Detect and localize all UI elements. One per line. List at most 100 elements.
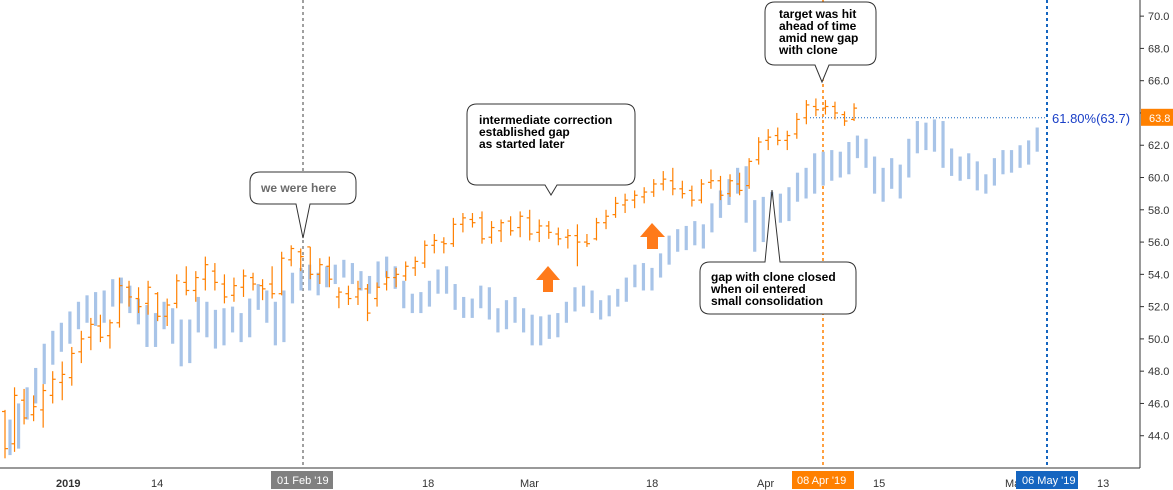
main-ohlc-bar	[316, 258, 323, 285]
main-ohlc-bar	[97, 314, 104, 343]
callout-text: gap with clone closed	[711, 270, 836, 284]
callout-bubble	[699, 189, 857, 315]
main-ohlc-bar	[698, 179, 705, 204]
main-ohlc-bar	[727, 174, 734, 197]
callout-bubble	[249, 171, 357, 239]
main-ohlc-bar	[641, 187, 648, 204]
fib-level-label: 61.80%(63.7)	[1052, 111, 1130, 126]
main-ohlc-bar	[574, 224, 581, 267]
y-tick-label: 58.0	[1148, 205, 1169, 217]
main-ohlc-bar	[173, 274, 180, 309]
y-tick-label: 54.0	[1148, 269, 1169, 281]
main-ohlc-bar	[192, 271, 199, 302]
main-ohlc-bar	[755, 137, 762, 165]
main-ohlc-bar	[383, 271, 390, 291]
main-ohlc-bar	[688, 185, 695, 207]
callout-text: established gap	[479, 125, 570, 139]
y-axis-ticks: 44.0 46.0 48.0 50.0 52.0 54.0 56.0 58.0 60.0 62.0…	[1140, 11, 1169, 443]
main-ohlc-bar	[288, 245, 295, 267]
main-ohlc-bar	[459, 213, 466, 233]
main-ohlc-bar	[145, 280, 152, 315]
main-ohlc-bar	[78, 330, 85, 364]
main-ohlc-bar	[536, 219, 543, 243]
main-ohlc-bar	[450, 217, 457, 247]
main-ohlc-bar	[221, 274, 228, 304]
main-ohlc-bar	[831, 101, 838, 120]
main-ohlc-bar	[297, 248, 304, 272]
main-ohlc-bar	[841, 111, 848, 126]
y-tick-label: 46.0	[1148, 398, 1169, 410]
main-ohlc-bar	[851, 103, 858, 122]
main-ohlc-bar	[679, 180, 686, 199]
main-ohlc-bar	[2, 409, 8, 459]
callout-intermediate: intermediate correction established gap …	[466, 103, 636, 196]
x-label-15: 15	[873, 478, 885, 490]
main-ohlc-bar	[211, 263, 218, 291]
main-ohlc-bar	[822, 100, 829, 115]
main-ohlc-bar	[603, 209, 610, 230]
x-label-18-feb: 18	[422, 478, 434, 490]
x-label-13: 13	[1097, 478, 1109, 490]
last-price-tag-text: 63.8	[1149, 113, 1170, 125]
callout-text: with clone	[778, 43, 838, 57]
main-ohlc-bar	[774, 127, 781, 146]
callout-target: target was hit ahead of time amid new ga…	[764, 1, 877, 84]
main-ohlc-bar	[393, 267, 400, 288]
main-ohlc-bar	[354, 280, 361, 306]
main-ohlc-bar	[660, 171, 667, 191]
main-ohlc-bar	[183, 266, 190, 296]
x-label-apr: Apr	[757, 478, 774, 490]
y-tick-label: 66.0	[1148, 76, 1169, 88]
callout-text: we were here	[260, 181, 337, 195]
main-ohlc-bar	[593, 217, 600, 241]
main-ohlc-bar	[803, 100, 810, 125]
x-label-18-mar: 18	[646, 478, 658, 490]
main-ohlc-bar	[812, 98, 819, 117]
main-ohlc-bar	[269, 266, 276, 299]
main-ohlc-bar	[59, 361, 66, 401]
main-ohlc-bar	[326, 256, 333, 288]
main-ohlc-bar	[622, 193, 629, 214]
up-arrow-icon	[640, 223, 665, 249]
y-tick-label: 48.0	[1148, 366, 1169, 378]
main-ohlc-bar	[135, 287, 142, 314]
main-ohlc-bar	[87, 317, 94, 351]
main-ohlc-bar	[612, 196, 619, 218]
main-ohlc-bar	[250, 272, 257, 291]
main-ohlc-bar	[230, 277, 237, 302]
series-clone	[8, 119, 1039, 456]
callout-bubble	[764, 1, 877, 84]
callout-text: small consolidation	[711, 294, 823, 308]
x-tag-feb01: 01 Feb '19	[277, 475, 329, 487]
x-label-mar: Mar	[520, 478, 539, 490]
callout-text: target was hit	[779, 7, 856, 21]
main-ohlc-bar	[68, 346, 75, 386]
y-tick-label: 62.0	[1148, 140, 1169, 152]
main-ohlc-bar	[707, 169, 714, 189]
main-ohlc-bar	[555, 227, 562, 246]
main-ohlc-bar	[307, 246, 314, 280]
main-ohlc-bar	[202, 256, 209, 291]
callout-text: as started later	[479, 137, 565, 151]
y-tick-label: 60.0	[1148, 173, 1169, 185]
series-main	[2, 98, 858, 459]
main-ohlc-bar	[106, 319, 113, 349]
x-label-14: 14	[151, 478, 163, 490]
main-ohlc-bar	[498, 219, 505, 243]
callout-text: amid new gap	[779, 31, 858, 45]
main-ohlc-bar	[421, 240, 428, 268]
main-ohlc-bar	[345, 285, 352, 306]
callout-text: when oil entered	[710, 282, 806, 296]
main-ohlc-bar	[545, 221, 552, 239]
main-ohlc-bar	[564, 229, 571, 249]
main-ohlc-bar	[278, 251, 285, 296]
main-ohlc-bar	[469, 213, 476, 228]
y-tick-label: 68.0	[1148, 43, 1169, 55]
main-ohlc-bar	[259, 279, 266, 301]
main-ohlc-bar	[412, 256, 419, 276]
main-ohlc-bar	[479, 211, 485, 244]
main-ohlc-bar	[431, 234, 438, 254]
callout-text: ahead of time	[779, 19, 857, 33]
main-ohlc-bar	[335, 287, 342, 309]
